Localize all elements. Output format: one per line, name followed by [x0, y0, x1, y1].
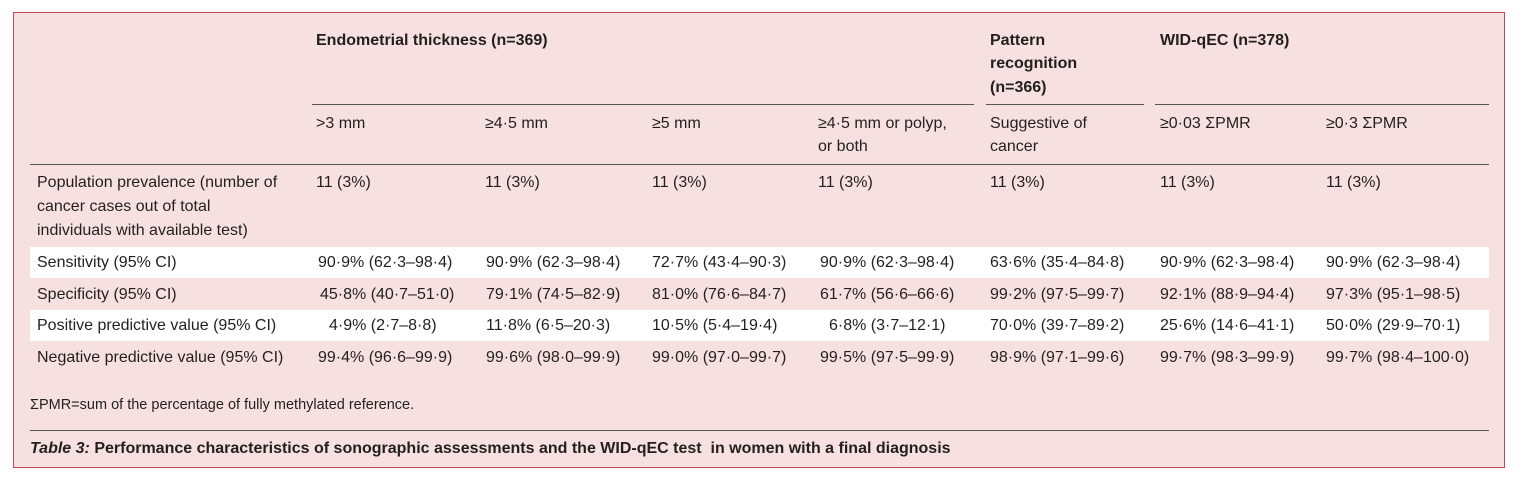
table-cell: 70·0% (39·7–89·2) [990, 317, 1125, 334]
table-cell: 81·0% (76·6–84·7) [652, 286, 787, 303]
group-rule-widqec [1155, 104, 1489, 105]
table-cell: 90·9% (62·3–98·4) [1326, 254, 1461, 271]
table-cell: 99·7% (98·4–100·0) [1326, 349, 1470, 366]
table-cell: 72·7% (43·4–90·3) [652, 254, 787, 271]
table-cell: 99·6% (98·0–99·9) [486, 349, 621, 366]
col-header-ge5mm: ≥5 mm [652, 115, 701, 132]
table-cell: 90·9% (62·3–98·4) [486, 254, 621, 271]
table-cell: 10·5% (5·4–19·4) [652, 317, 778, 334]
table-cell: 11 (3%) [1160, 174, 1215, 191]
table-cell: 79·1% (74·5–82·9) [486, 286, 621, 303]
row-label-ppv: Positive predictive value (95% CI) [37, 317, 277, 334]
table-cell: 11·8% (6·5–20·3) [486, 317, 611, 334]
row-label-prevalence-line3: individuals with available test) [37, 222, 248, 239]
group-header-pattern-line3: (n=366) [990, 79, 1047, 96]
group-header-pattern-line2: recognition [990, 55, 1078, 72]
table-cell: 11 (3%) [818, 174, 873, 191]
table-cell: 90·9% (62·3–98·4) [820, 254, 955, 271]
col-header-pmr-003: ≥0·03 ΣPMR [1160, 115, 1251, 132]
table-cell: 4·9% (2·7–8·8) [329, 317, 437, 334]
col-header-gt3mm: >3 mm [316, 115, 366, 132]
row-label-specificity: Specificity (95% CI) [37, 286, 177, 303]
row-label-sensitivity: Sensitivity (95% CI) [37, 254, 177, 271]
table-caption-label: Table 3: [30, 440, 90, 457]
table-cell: 11 (3%) [1326, 174, 1381, 191]
table-cell: 98·9% (97·1–99·6) [990, 349, 1125, 366]
table-bottom-rule [30, 430, 1489, 431]
col-header-suggestive-line1: Suggestive of [990, 115, 1087, 132]
table-cell: 92·1% (88·9–94·4) [1160, 286, 1295, 303]
row-label-prevalence-line1: Population prevalence (number of [37, 174, 278, 191]
header-bottom-rule [30, 164, 1489, 165]
group-header-endometrial: Endometrial thickness (n=369) [316, 32, 548, 49]
row-label-prevalence-line2: cancer cases out of total [37, 198, 211, 215]
col-header-suggestive-line2: cancer [990, 138, 1039, 155]
table-cell: 90·9% (62·3–98·4) [1160, 254, 1295, 271]
row-band-ppv [30, 310, 1489, 341]
table-cell: 45·8% (40·7–51·0) [320, 286, 455, 303]
col-header-pmr-03: ≥0·3 ΣPMR [1326, 115, 1408, 132]
col-header-polyp-line1: ≥4·5 mm or polyp, [818, 115, 947, 132]
table-cell: 90·9% (62·3–98·4) [318, 254, 453, 271]
table-cell: 99·7% (98·3–99·9) [1160, 349, 1295, 366]
table-cell: 99·5% (97·5–99·9) [820, 349, 955, 366]
table-cell: 99·2% (97·5–99·7) [990, 286, 1125, 303]
table-cell: 50·0% (29·9–70·1) [1326, 317, 1461, 334]
table-cell: 11 (3%) [316, 174, 371, 191]
row-band-sensitivity [30, 247, 1489, 278]
row-label-npv: Negative predictive value (95% CI) [37, 349, 284, 366]
group-header-widqec: WID-qEC (n=378) [1160, 32, 1290, 49]
table-cell: 99·0% (97·0–99·7) [652, 349, 787, 366]
table-caption-text: Performance characteristics of sonograph… [89, 440, 951, 457]
table-cell: 11 (3%) [990, 174, 1045, 191]
table-cell: 63·6% (35·4–84·8) [990, 254, 1125, 271]
table-cell: 25·6% (14·6–41·1) [1160, 317, 1295, 334]
table-cell: 61·7% (56·6–66·6) [820, 286, 955, 303]
table-cell: 11 (3%) [485, 174, 540, 191]
table-cell: 11 (3%) [652, 174, 707, 191]
col-header-polyp-line2: or both [818, 138, 868, 155]
table-cell: 97·3% (95·1–98·5) [1326, 286, 1461, 303]
group-rule-endometrial [312, 104, 974, 105]
table-footnote: ΣPMR=sum of the percentage of fully meth… [30, 397, 415, 413]
table-panel [13, 12, 1505, 468]
table-cell: 99·4% (96·6–99·9) [318, 349, 453, 366]
table-cell: 6·8% (3·7–12·1) [829, 317, 946, 334]
group-header-pattern-line1: Pattern [990, 32, 1046, 49]
table-caption: Table 3: Performance characteristics of … [30, 438, 951, 460]
group-rule-pattern [986, 104, 1144, 105]
col-header-ge4-5mm: ≥4·5 mm [485, 115, 549, 132]
